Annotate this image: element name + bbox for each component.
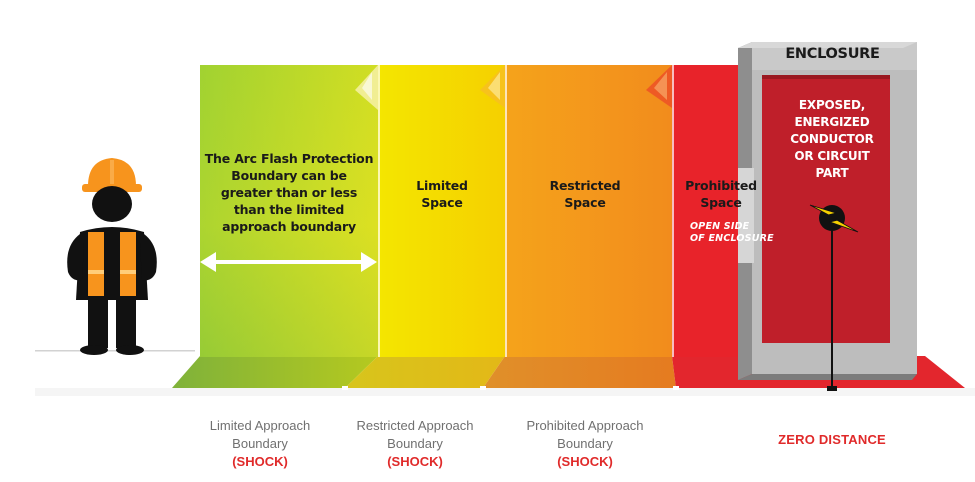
- limited-space-label: Limited Space: [416, 178, 468, 210]
- floor-green: [172, 356, 378, 388]
- worker-icon: [67, 158, 157, 355]
- floor-orange: [483, 356, 676, 388]
- ground-line: [35, 350, 195, 352]
- enclosure-conductor-text: EXPOSED, ENERGIZED CONDUCTOR OR CIRCUIT …: [790, 98, 874, 180]
- zero-distance-label: ZERO DISTANCE: [778, 432, 886, 447]
- double-arrow-icon: [200, 252, 377, 272]
- prohibited-space-label: Prohibited Space: [685, 178, 757, 210]
- open-side-note: OPEN SIDE OF ENCLOSURE: [690, 221, 774, 244]
- arc-flash-note: The Arc Flash Protection Boundary can be…: [204, 151, 374, 234]
- zone-red-wall: [672, 65, 738, 357]
- zone-yellow-wall: [378, 65, 505, 357]
- limited-approach-boundary-label: Limited Approach Boundary (SHOCK): [209, 418, 311, 469]
- restricted-space-label: Restricted Space: [549, 178, 621, 210]
- prohibited-approach-boundary-label: Prohibited Approach Boundary (SHOCK): [526, 418, 644, 469]
- enclosure-title: ENCLOSURE: [785, 46, 880, 62]
- restricted-approach-boundary-label: Restricted Approach Boundary (SHOCK): [356, 418, 474, 469]
- floor-yellow: [345, 356, 505, 388]
- lightning-hazard-icon: [809, 204, 859, 233]
- zone-orange-wall: [505, 65, 672, 357]
